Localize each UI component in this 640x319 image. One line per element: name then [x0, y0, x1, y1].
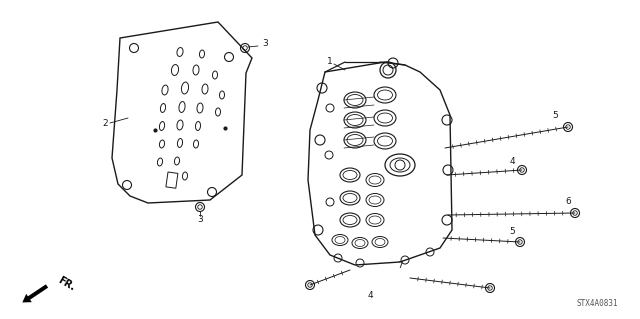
- Text: 1: 1: [327, 57, 333, 66]
- Text: 2: 2: [102, 118, 108, 128]
- Text: 5: 5: [509, 227, 515, 236]
- Text: 4: 4: [367, 291, 373, 300]
- Text: FR.: FR.: [56, 275, 77, 293]
- Text: STX4A0831: STX4A0831: [577, 299, 618, 308]
- FancyArrow shape: [22, 284, 48, 302]
- Text: 3: 3: [197, 216, 203, 225]
- Bar: [166, 172, 178, 188]
- Text: 5: 5: [552, 112, 558, 121]
- Text: 3: 3: [262, 40, 268, 48]
- Text: 7: 7: [397, 261, 403, 270]
- Text: 6: 6: [565, 197, 571, 205]
- Text: 4: 4: [509, 157, 515, 166]
